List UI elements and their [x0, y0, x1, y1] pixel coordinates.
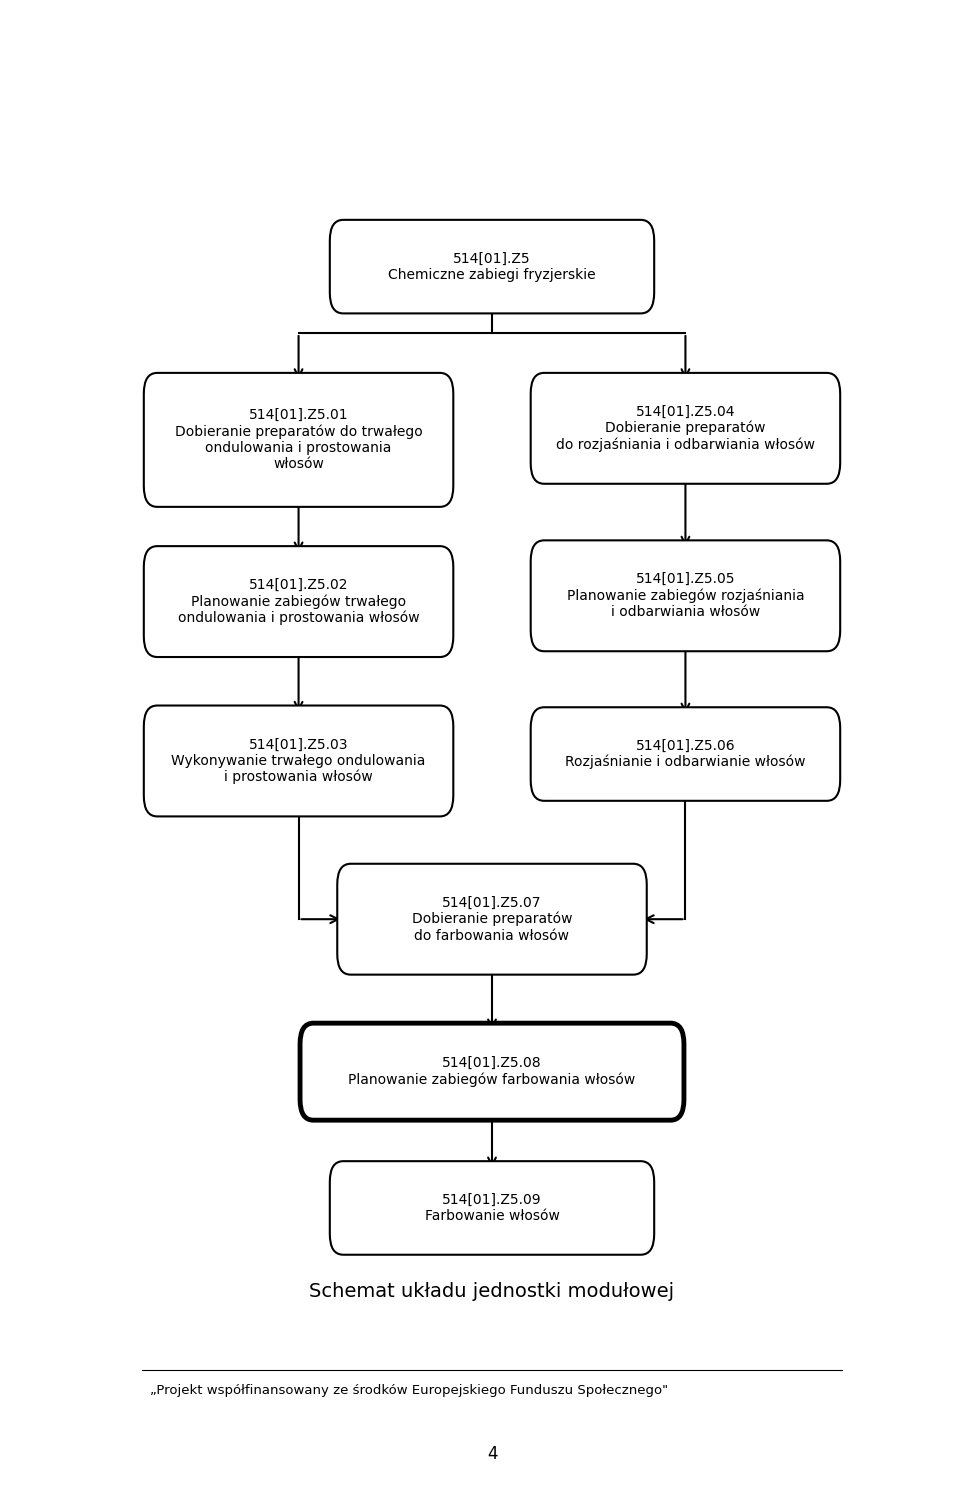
Text: 514[01].Z5.08
Planowanie zabiegów farbowania włosów: 514[01].Z5.08 Planowanie zabiegów farbow… — [348, 1056, 636, 1088]
Text: 514[01].Z5.04
Dobieranie preparatów
do rozjaśniania i odbarwiania włosów: 514[01].Z5.04 Dobieranie preparatów do r… — [556, 405, 815, 451]
FancyBboxPatch shape — [337, 864, 647, 975]
FancyBboxPatch shape — [531, 540, 840, 651]
Text: 514[01].Z5.01
Dobieranie preparatów do trwałego
ondulowania i prostowania
włosów: 514[01].Z5.01 Dobieranie preparatów do t… — [175, 408, 422, 471]
Text: 514[01].Z5.03
Wykonywanie trwałego ondulowania
i prostowania włosów: 514[01].Z5.03 Wykonywanie trwałego ondul… — [172, 738, 425, 784]
FancyBboxPatch shape — [531, 708, 840, 801]
Text: 514[01].Z5.02
Planowanie zabiegów trwałego
ondulowania i prostowania włosów: 514[01].Z5.02 Planowanie zabiegów trwałe… — [178, 578, 420, 626]
Text: 514[01].Z5.09
Farbowanie włosów: 514[01].Z5.09 Farbowanie włosów — [424, 1192, 560, 1222]
Text: „Projekt współfinansowany ze środków Europejskiego Funduszu Społecznego": „Projekt współfinansowany ze środków Eur… — [150, 1383, 668, 1396]
FancyBboxPatch shape — [300, 1023, 684, 1120]
Text: 4: 4 — [487, 1444, 497, 1462]
FancyBboxPatch shape — [330, 220, 654, 314]
FancyBboxPatch shape — [144, 546, 453, 657]
Text: 514[01].Z5.06
Rozjaśnianie i odbarwianie włosów: 514[01].Z5.06 Rozjaśnianie i odbarwianie… — [565, 738, 805, 770]
FancyBboxPatch shape — [144, 374, 453, 507]
FancyBboxPatch shape — [330, 1161, 654, 1254]
FancyBboxPatch shape — [531, 374, 840, 484]
Text: 514[01].Z5.05
Planowanie zabiegów rozjaśniania
i odbarwiania włosów: 514[01].Z5.05 Planowanie zabiegów rozjaś… — [566, 573, 804, 620]
Text: 514[01].Z5
Chemiczne zabiegi fryzjerskie: 514[01].Z5 Chemiczne zabiegi fryzjerskie — [388, 252, 596, 282]
Text: Schemat układu jednostki modułowej: Schemat układu jednostki modułowej — [309, 1281, 675, 1300]
FancyBboxPatch shape — [144, 705, 453, 816]
Text: 514[01].Z5.07
Dobieranie preparatów
do farbowania włosów: 514[01].Z5.07 Dobieranie preparatów do f… — [412, 896, 572, 942]
